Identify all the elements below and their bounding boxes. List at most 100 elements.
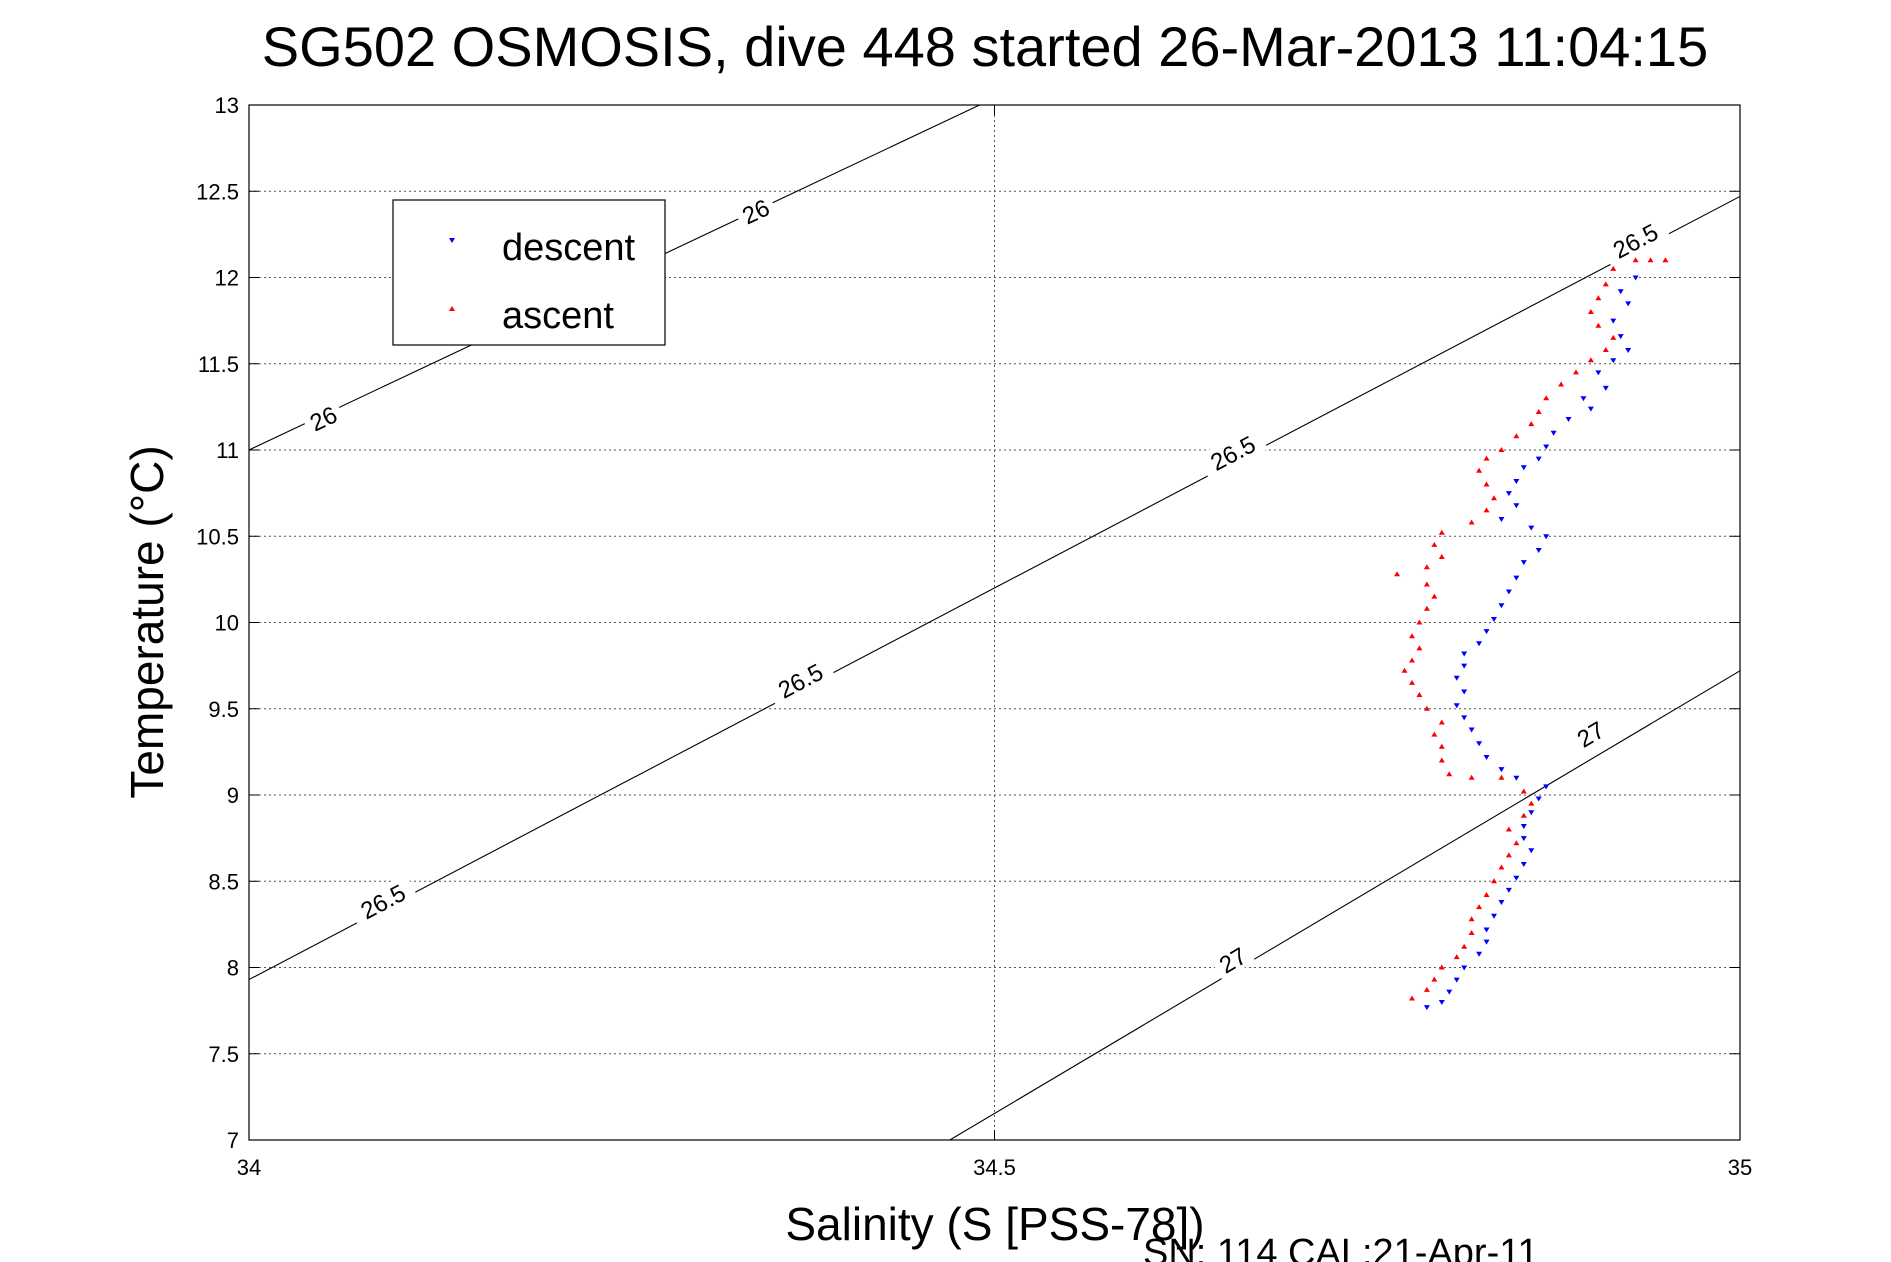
- descent-point: [1543, 534, 1550, 540]
- descent-point: [1602, 385, 1609, 391]
- descent-point: [1498, 517, 1505, 522]
- descent-point: [1625, 347, 1632, 353]
- legend-box: [392, 199, 666, 346]
- descent-point: [1461, 663, 1468, 669]
- ascent-point: [1595, 322, 1602, 328]
- y-axis-label: Temperature (°C): [121, 445, 173, 798]
- descent-point: [1453, 977, 1460, 983]
- descent-point: [1476, 951, 1483, 957]
- ascent-point: [1535, 409, 1542, 415]
- ascent-point: [1416, 645, 1423, 651]
- descent-point: [1520, 862, 1527, 867]
- ascent-point: [1431, 976, 1438, 982]
- descent-point: [1483, 939, 1490, 945]
- y-tick-label: 8.5: [208, 869, 239, 894]
- ascent-point: [1408, 679, 1415, 685]
- descent-point: [1498, 899, 1505, 905]
- ascent-point: [1438, 719, 1445, 725]
- ascent-point: [1610, 334, 1617, 340]
- ascent-point: [1572, 369, 1579, 375]
- ascent-point: [1394, 571, 1401, 577]
- chart-title: SG502 OSMOSIS, dive 448 started 26-Mar-2…: [262, 15, 1708, 78]
- ascent-point: [1416, 619, 1423, 625]
- descent-point: [1498, 767, 1505, 773]
- ascent-point: [1438, 757, 1445, 763]
- ascent-point: [1468, 930, 1475, 935]
- ascent-point: [1446, 771, 1453, 777]
- descent-point: [1453, 703, 1460, 709]
- ascent-point: [1483, 455, 1490, 461]
- ascent-point: [1423, 581, 1430, 587]
- descent-point: [1595, 370, 1602, 376]
- descent-point: [1625, 301, 1632, 307]
- ascent-point: [1408, 633, 1415, 639]
- legend-descent-label: descent: [502, 227, 636, 269]
- ascent-point: [1468, 519, 1475, 525]
- ascent-point: [1513, 840, 1520, 846]
- descent-point: [1483, 629, 1490, 635]
- ascent-point: [1602, 281, 1609, 287]
- x-tick-label: 34.5: [973, 1155, 1016, 1180]
- ascent-point: [1423, 986, 1430, 992]
- y-tick-label: 8: [227, 956, 239, 981]
- y-tick-label: 9.5: [208, 697, 239, 722]
- ascent-point: [1438, 743, 1445, 749]
- descent-point: [1505, 887, 1512, 893]
- ascent-point: [1498, 447, 1505, 452]
- ascent-point: [1587, 357, 1594, 363]
- ascent-point: [1431, 593, 1438, 599]
- y-tick-label: 10: [215, 611, 239, 636]
- ascent-point: [1483, 892, 1490, 898]
- descent-point: [1476, 641, 1483, 647]
- ascent-point: [1498, 774, 1505, 780]
- ascent-point: [1461, 943, 1468, 949]
- descent-point: [1476, 741, 1483, 747]
- y-tick-label: 13: [215, 93, 239, 118]
- ascent-point: [1483, 481, 1490, 487]
- descent-point: [1520, 824, 1527, 830]
- ascent-point: [1528, 421, 1535, 427]
- ascent-point: [1438, 964, 1445, 970]
- ascent-point: [1438, 553, 1445, 559]
- isopycnal-label-bg: [300, 398, 346, 438]
- footer-serial-cal: SN: 114 CAL:21-Apr-11: [1143, 1232, 1539, 1262]
- descent-point: [1490, 617, 1497, 623]
- y-tick-label: 12: [215, 266, 239, 291]
- descent-point: [1461, 965, 1468, 971]
- ascent-point: [1453, 954, 1460, 960]
- descent-point: [1513, 479, 1520, 485]
- descent-point: [1461, 715, 1468, 721]
- descent-point: [1543, 444, 1550, 450]
- isopycnal-label-bg: [1567, 712, 1614, 755]
- descent-point: [1617, 289, 1624, 295]
- descent-point: [1461, 689, 1468, 695]
- ascent-point: [1543, 395, 1550, 401]
- descent-point: [1505, 589, 1512, 595]
- ascent-point: [1498, 864, 1505, 870]
- isopycnal-label-bg: [764, 653, 836, 708]
- ascent-point: [1520, 788, 1527, 794]
- isopycnal-label-bg: [732, 191, 779, 231]
- descent-point: [1513, 575, 1520, 581]
- y-tick-label: 11.5: [198, 352, 239, 377]
- ascent-point: [1423, 564, 1430, 570]
- isopycnal-label-bg: [1197, 425, 1268, 480]
- ascent-point: [1602, 346, 1609, 352]
- ascent-point: [1431, 731, 1438, 737]
- ascent-point: [1520, 812, 1527, 818]
- ascent-point: [1505, 826, 1512, 832]
- y-tick-label: 10.5: [196, 524, 239, 549]
- y-tick-label: 12.5: [196, 179, 239, 204]
- descent-point: [1587, 406, 1594, 412]
- y-tick-label: 11: [216, 438, 239, 463]
- ascent-point: [1528, 800, 1535, 806]
- descent-point: [1423, 1005, 1430, 1011]
- isopycnal-line: [248, 195, 1741, 981]
- isopycnal-label-bg: [1599, 213, 1671, 268]
- descent-point: [1513, 503, 1520, 509]
- ascent-point: [1408, 995, 1415, 1001]
- descent-point: [1535, 796, 1542, 802]
- isopycnal-label-bg: [347, 874, 418, 928]
- ascent-point: [1513, 433, 1520, 439]
- y-tick-label: 7.5: [208, 1042, 239, 1067]
